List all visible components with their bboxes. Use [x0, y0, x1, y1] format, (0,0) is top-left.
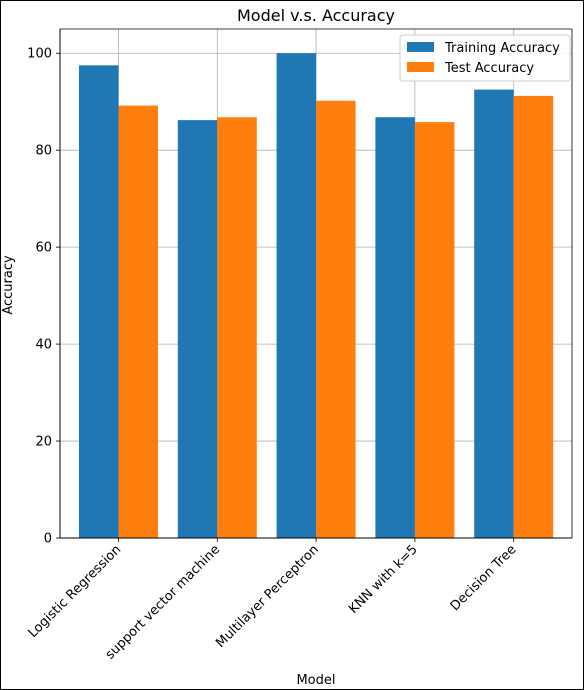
x-tick-label: Decision Tree — [448, 542, 520, 614]
legend: Training Accuracy Test Accuracy — [399, 34, 571, 82]
x-tick-label: KNN with k=5 — [346, 542, 421, 617]
y-axis-ticks: 0 20 40 60 80 100 — [27, 47, 60, 547]
bar-test-0 — [118, 105, 158, 539]
bar-training-1 — [177, 120, 218, 538]
bars — [79, 53, 554, 539]
bar-training-2 — [276, 53, 317, 538]
legend-label-1: Test Accuracy — [444, 61, 534, 76]
bar-test-3 — [414, 122, 455, 539]
y-tick-label: 0 — [44, 532, 52, 547]
legend-label-0: Training Accuracy — [444, 41, 560, 56]
bar-test-1 — [217, 117, 257, 538]
x-tick-label: Logistic Regression — [26, 542, 125, 641]
y-axis-title: Accuracy — [1, 255, 16, 315]
bar-training-0 — [79, 65, 119, 538]
y-tick-label: 60 — [35, 241, 52, 256]
legend-swatch-0 — [407, 42, 434, 52]
x-tick-label: Multilayer Perceptron — [213, 542, 322, 651]
x-axis-title: Model — [296, 673, 335, 688]
x-tick-label: support vector machine — [103, 542, 223, 662]
y-tick-label: 80 — [35, 144, 52, 159]
y-tick-label: 20 — [35, 435, 52, 450]
y-tick-label: 100 — [27, 47, 52, 62]
chart-title: Model v.s. Accuracy — [237, 6, 395, 25]
legend-swatch-1 — [407, 62, 434, 72]
bar-test-4 — [513, 95, 554, 538]
bar-training-3 — [375, 117, 415, 538]
bar-training-4 — [474, 89, 514, 538]
legend-box — [399, 34, 571, 82]
y-tick-label: 40 — [35, 338, 52, 353]
bar-test-2 — [316, 100, 356, 539]
